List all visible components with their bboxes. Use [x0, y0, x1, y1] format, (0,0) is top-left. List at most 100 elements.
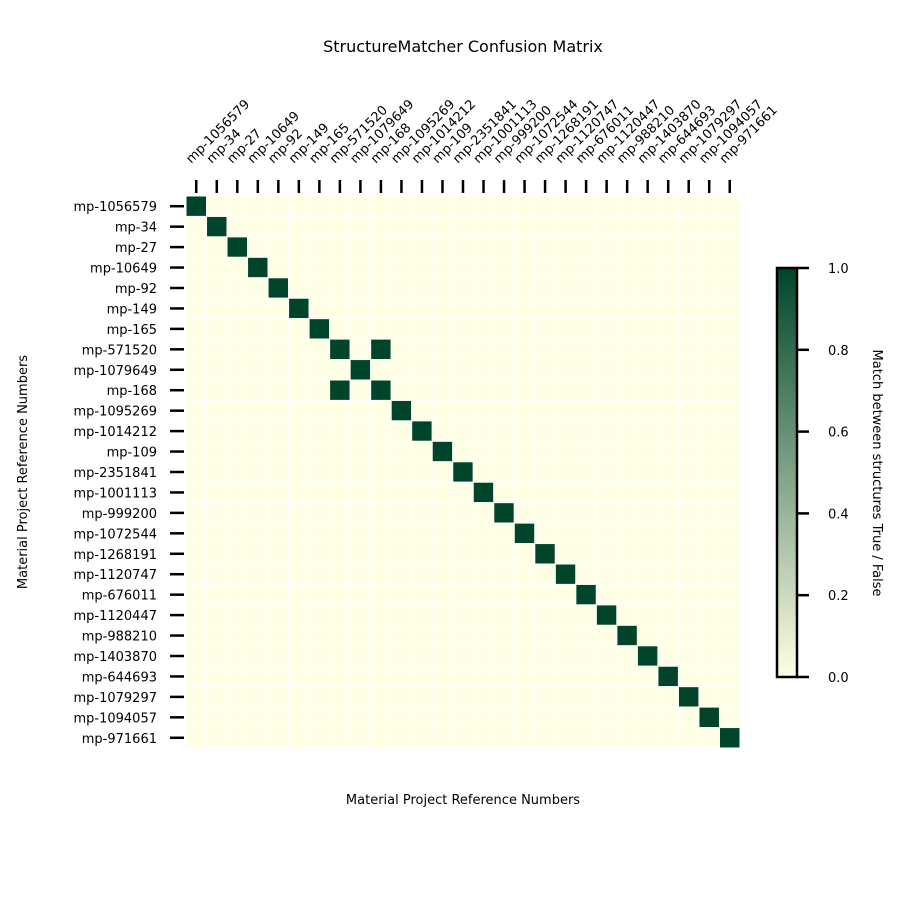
- heatmap-cell-25-21: [616, 706, 638, 729]
- heatmap-cell-15-25: [698, 502, 720, 524]
- heatmap-cell-2-7: [329, 236, 351, 258]
- heatmap-cell-24-22: [636, 686, 659, 708]
- heatmap-cell-12-14: [472, 440, 495, 463]
- heatmap-cell-5-26: [718, 297, 741, 320]
- heatmap-cell-11-25: [698, 420, 720, 442]
- heatmap-cell-18-19: [575, 563, 597, 585]
- heatmap-cell-22-20: [595, 645, 618, 667]
- heatmap-cell-21-3: [247, 624, 269, 647]
- heatmap-cell-16-8: [349, 522, 372, 545]
- heatmap-cell-19-23: [657, 583, 679, 606]
- heatmap-cell-14-14: [472, 481, 495, 504]
- heatmap-cell-2-19: [575, 236, 597, 258]
- heatmap-cell-6-1: [206, 318, 228, 340]
- heatmap-cell-14-21: [616, 481, 638, 504]
- heatmap-cell-18-0: [185, 563, 208, 585]
- heatmap-cell-26-1: [206, 727, 228, 749]
- heatmap-cell-16-25: [698, 522, 720, 545]
- heatmap-cell-11-2: [226, 420, 249, 442]
- heatmap-cell-4-11: [411, 277, 433, 299]
- heatmap-cell-24-14: [472, 686, 495, 708]
- heatmap-cell-13-0: [185, 461, 208, 483]
- heatmap-cell-23-6: [308, 665, 331, 688]
- heatmap-cell-22-18: [554, 645, 577, 667]
- y-tick-label: mp-1268191: [73, 548, 157, 563]
- heatmap-cell-9-24: [677, 379, 700, 401]
- heatmap-cell-18-16: [513, 563, 536, 585]
- heatmap-cell-3-7: [329, 256, 351, 279]
- heatmap-cell-26-12: [431, 727, 454, 749]
- heatmap-cell-4-17: [534, 277, 556, 299]
- heatmap-cell-4-12: [431, 277, 454, 299]
- heatmap-cell-10-12: [431, 399, 454, 422]
- heatmap-cell-13-12: [431, 461, 454, 483]
- heatmap-cell-2-23: [657, 236, 679, 258]
- heatmap-cell-16-22: [636, 522, 659, 545]
- heatmap-cell-10-16: [513, 399, 536, 422]
- heatmap-cell-21-1: [206, 624, 228, 647]
- heatmap-cell-5-24: [677, 297, 700, 320]
- heatmap-cell-22-0: [185, 645, 208, 667]
- heatmap-cell-17-7: [329, 543, 351, 565]
- heatmap-cell-22-17: [534, 645, 556, 667]
- heatmap-cell-0-1: [206, 195, 228, 217]
- heatmap-cell-14-22: [636, 481, 659, 504]
- heatmap-cell-9-10: [390, 379, 413, 401]
- heatmap-cell-0-19: [575, 195, 597, 217]
- heatmap-cell-20-22: [636, 604, 659, 626]
- heatmap-cell-1-4: [267, 215, 290, 238]
- heatmap-cell-19-13: [452, 583, 474, 606]
- heatmap-cell-4-13: [452, 277, 474, 299]
- heatmap-cell-10-20: [595, 399, 618, 422]
- heatmap-cell-23-0: [185, 665, 208, 688]
- heatmap-cell-23-5: [288, 665, 310, 688]
- heatmap-cell-14-13: [452, 481, 474, 504]
- heatmap-cell-26-20: [595, 727, 618, 749]
- heatmap-cell-13-15: [493, 461, 515, 483]
- heatmap-cell-22-21: [616, 645, 638, 667]
- heatmap-cell-6-14: [472, 318, 495, 340]
- heatmap-cell-16-1: [206, 522, 228, 545]
- heatmap-cell-11-6: [308, 420, 331, 442]
- heatmap-cell-11-11: [411, 420, 433, 442]
- heatmap-cell-26-22: [636, 727, 659, 749]
- heatmap-cell-9-26: [718, 379, 741, 401]
- heatmap-cell-19-15: [493, 583, 515, 606]
- heatmap-cell-17-23: [657, 543, 679, 565]
- heatmap-cell-15-4: [267, 502, 290, 524]
- heatmap-cell-24-13: [452, 686, 474, 708]
- heatmap-cell-12-23: [657, 440, 679, 463]
- heatmap-cell-24-15: [493, 686, 515, 708]
- heatmap-cell-25-25: [698, 706, 720, 729]
- heatmap-cell-9-6: [308, 379, 331, 401]
- y-tick-label: mp-1120447: [73, 609, 157, 624]
- heatmap-cell-16-4: [267, 522, 290, 545]
- heatmap-cell-10-1: [206, 399, 228, 422]
- heatmap-cell-24-6: [308, 686, 331, 708]
- heatmap-cell-20-12: [431, 604, 454, 626]
- heatmap-cell-15-5: [288, 502, 310, 524]
- heatmap-cell-12-20: [595, 440, 618, 463]
- heatmap-cell-25-7: [329, 706, 351, 729]
- heatmap-cell-7-20: [595, 338, 618, 361]
- heatmap-cell-16-16: [513, 522, 536, 545]
- heatmap-cell-7-0: [185, 338, 208, 361]
- heatmap-cell-22-23: [657, 645, 679, 667]
- heatmap-cell-17-5: [288, 543, 310, 565]
- heatmap-cell-0-26: [718, 195, 741, 217]
- heatmap-cell-20-4: [267, 604, 290, 626]
- heatmap-cell-23-16: [513, 665, 536, 688]
- heatmap-cell-12-15: [493, 440, 515, 463]
- heatmap-cell-12-25: [698, 440, 720, 463]
- heatmap-cell-25-19: [575, 706, 597, 729]
- heatmap-cell-23-21: [616, 665, 638, 688]
- heatmap-cell-18-23: [657, 563, 679, 585]
- heatmap-cell-26-16: [513, 727, 536, 749]
- heatmap-cell-23-18: [554, 665, 577, 688]
- heatmap-cell-9-19: [575, 379, 597, 401]
- heatmap-cell-15-7: [329, 502, 351, 524]
- heatmap-cell-8-1: [206, 359, 228, 381]
- heatmap-cell-21-18: [554, 624, 577, 647]
- heatmap-cell-5-11: [411, 297, 433, 320]
- heatmap-cell-18-3: [247, 563, 269, 585]
